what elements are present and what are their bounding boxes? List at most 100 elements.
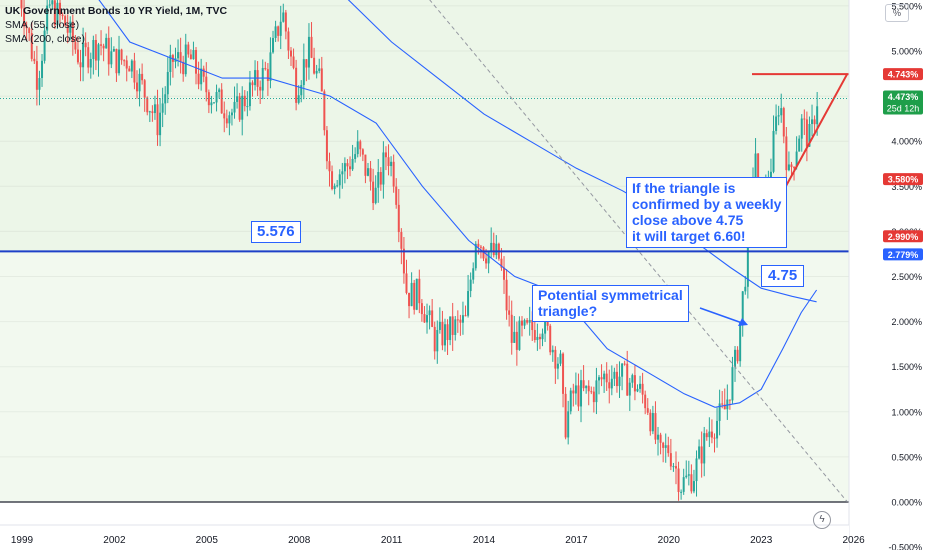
candle-body [313, 57, 316, 74]
candle-body [800, 118, 803, 139]
candle-body [210, 102, 213, 106]
price-badge: 4.743% [883, 68, 923, 81]
candle-body [808, 124, 811, 147]
candle-body [395, 186, 398, 205]
price-badge: 2.779% [883, 248, 923, 261]
candle-body [218, 89, 221, 92]
candle-body [674, 466, 677, 469]
candle-body [202, 68, 205, 77]
candle-body [323, 91, 326, 131]
candle-body [259, 86, 262, 91]
peak-label: 5.576 [251, 221, 301, 243]
legend-sma55[interactable]: SMA (55, close) [5, 19, 80, 31]
candle-body [410, 282, 413, 307]
candle-body [408, 292, 411, 307]
candle-body [184, 44, 187, 75]
y-axis: -0.500% 0.000% 0.500% 1.000% 1.500% 2.000% 2.5… [848, 0, 932, 550]
candle-body [102, 45, 105, 49]
candle-body [618, 376, 621, 387]
candle-body [641, 383, 644, 395]
candle-body [559, 353, 562, 364]
candle-body [161, 103, 164, 113]
candle-body [369, 168, 372, 182]
candle-body [744, 286, 747, 292]
candle-body [107, 37, 110, 65]
trendline-dashed [429, 0, 848, 503]
candle-body [233, 101, 236, 113]
target-note: If the triangle is confirmed by a weekly… [626, 177, 788, 248]
candle-body [307, 36, 310, 68]
candle-body [384, 152, 387, 158]
candle-body [205, 76, 208, 93]
candle-body [305, 59, 308, 68]
candle-body [662, 442, 665, 448]
candle-body [716, 420, 719, 439]
candle-body [526, 320, 529, 323]
candle-body [53, 0, 56, 26]
candle-body [692, 481, 695, 492]
legend-sma200[interactable]: SMA (200, close) [5, 33, 85, 45]
candle-body [289, 50, 292, 57]
price-badge-subtext: 25d 12h [887, 104, 920, 114]
candle-body [551, 349, 554, 353]
candle-body [133, 60, 136, 83]
candle-body [187, 44, 190, 55]
candle-body [220, 89, 223, 114]
candle-body [135, 82, 138, 92]
candle-body [595, 380, 598, 403]
candle-body [120, 49, 123, 61]
candle-body [580, 380, 583, 407]
candle-body [41, 60, 44, 79]
percent-icon[interactable]: % [885, 4, 909, 22]
candle-body [736, 349, 739, 362]
candle-body [179, 52, 182, 62]
chart-title: UK Government Bonds 10 YR Yield, 1M, TVC [5, 5, 228, 17]
candle-body [279, 21, 282, 36]
candle-body [228, 115, 231, 124]
candle-body [300, 85, 303, 96]
candle-body [420, 303, 423, 315]
candle-body [374, 187, 377, 204]
candle-body [687, 474, 690, 476]
candle-body [505, 279, 508, 311]
candle-body [587, 385, 590, 392]
candle-body [84, 42, 87, 48]
candle-body [354, 154, 357, 159]
candle-body [446, 324, 449, 341]
candle-body [775, 116, 778, 131]
y-tick-label: -0.500% [888, 543, 922, 550]
candle-body [636, 388, 639, 392]
candle-body [197, 73, 200, 85]
zone-4 [0, 251, 849, 502]
candle-body [690, 474, 693, 492]
candle-body [146, 97, 149, 113]
candle-body [790, 164, 793, 168]
candle-body [564, 393, 567, 438]
candle-body [390, 161, 393, 167]
candle-body [223, 113, 226, 119]
candle-body [582, 380, 585, 389]
price-badge-text: 2.990% [888, 232, 919, 242]
candle-body [592, 391, 595, 403]
candle-body [485, 258, 488, 264]
flash-icon[interactable]: ϟ [813, 511, 831, 529]
candle-body [615, 371, 618, 387]
price-badge: 3.580% [883, 173, 923, 186]
candle-body [639, 383, 642, 389]
candle-body [467, 291, 470, 316]
candle-body [392, 161, 395, 187]
candle-body [449, 316, 452, 341]
candle-body [415, 278, 418, 310]
candle-body [397, 204, 400, 233]
candle-body [207, 92, 210, 106]
candle-body [76, 49, 79, 63]
candles [20, 0, 819, 501]
candle-body [318, 68, 321, 71]
candle-body [613, 371, 616, 379]
candle-body [43, 30, 46, 61]
y-tick-label: 3.500% [891, 182, 922, 192]
candle-body [338, 174, 341, 186]
candle-body [243, 95, 246, 107]
x-axis: 1999 2002 2005 2008 2011 2014 2017 2020 2023 2026 [0, 524, 865, 550]
